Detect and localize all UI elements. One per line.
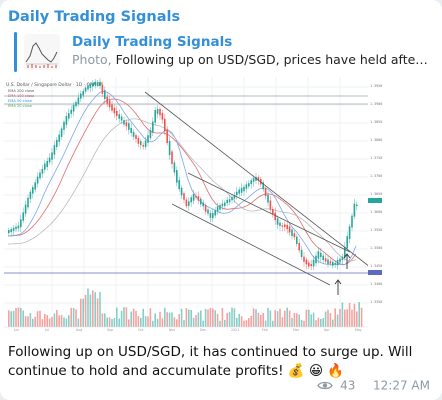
svg-text:Apr: Apr [324, 328, 330, 332]
svg-text:Sep: Sep [107, 328, 113, 332]
svg-text:1.3600: 1.3600 [370, 210, 382, 214]
svg-text:May: May [355, 328, 362, 332]
svg-text:Nov: Nov [169, 328, 175, 332]
reply-title: Daily Trading Signals [72, 34, 233, 50]
caption-emoji: 💰 😀 🔥 [287, 363, 345, 379]
channel-name[interactable]: Daily Trading Signals [8, 9, 181, 25]
svg-text:1.3800: 1.3800 [370, 138, 382, 142]
message-caption: Following up on USD/SGD, it has continue… [8, 343, 428, 381]
svg-text:1.3350: 1.3350 [370, 300, 382, 304]
chart-legend-item: EMA 200 close [8, 89, 35, 93]
svg-text:Aug: Aug [76, 328, 82, 332]
chart-title-line: U.S. Dollar / Singapore Dollar · 1D · OA… [6, 82, 104, 88]
svg-text:1.3550: 1.3550 [370, 228, 382, 232]
reply-thumbnail [24, 34, 60, 70]
svg-text:1.3400: 1.3400 [370, 282, 382, 286]
reply-type-label: Photo, [72, 52, 112, 67]
chart-photo[interactable]: U.S. Dollar / Singapore Dollar · 1D · OA… [0, 77, 442, 332]
svg-text:Oct: Oct [138, 328, 144, 332]
svg-text:1.3900: 1.3900 [370, 102, 382, 106]
svg-text:1.3450: 1.3450 [370, 264, 382, 268]
chart-legend-item: EMA 20 close [8, 104, 33, 108]
svg-text:1.3650: 1.3650 [370, 192, 382, 196]
svg-text:Mar: Mar [293, 328, 300, 332]
level-price-tag [368, 270, 382, 275]
svg-text:1.3700: 1.3700 [370, 174, 382, 178]
eye-icon [317, 381, 334, 390]
svg-text:1.3850: 1.3850 [370, 120, 382, 124]
svg-text:1.3500: 1.3500 [370, 246, 382, 250]
reply-preview-text: Photo, Following up on USD/SGD, prices h… [72, 52, 432, 67]
chart-legend-item: EMA 50 close [8, 99, 33, 103]
reply-accent-bar [14, 32, 17, 72]
caption-text: Following up on USD/SGD, it has continue… [8, 344, 413, 379]
message-time: 12:27 AM [373, 378, 430, 393]
svg-text:Dec: Dec [200, 328, 206, 332]
message-meta: 43 12:27 AM [317, 378, 430, 393]
reply-snippet: Following up on USD/SGD, prices have hel… [115, 52, 432, 67]
svg-text:Jun: Jun [13, 328, 19, 332]
svg-text:2021: 2021 [231, 328, 239, 332]
svg-text:Jul: Jul [44, 328, 49, 332]
svg-text:Feb: Feb [262, 328, 268, 332]
svg-text:1.3750: 1.3750 [370, 156, 382, 160]
svg-text:1.3950: 1.3950 [370, 84, 382, 88]
last-price-tag [368, 198, 382, 203]
view-count: 43 [340, 378, 356, 393]
reply-preview[interactable]: Daily Trading Signals Photo, Following u… [14, 32, 432, 72]
